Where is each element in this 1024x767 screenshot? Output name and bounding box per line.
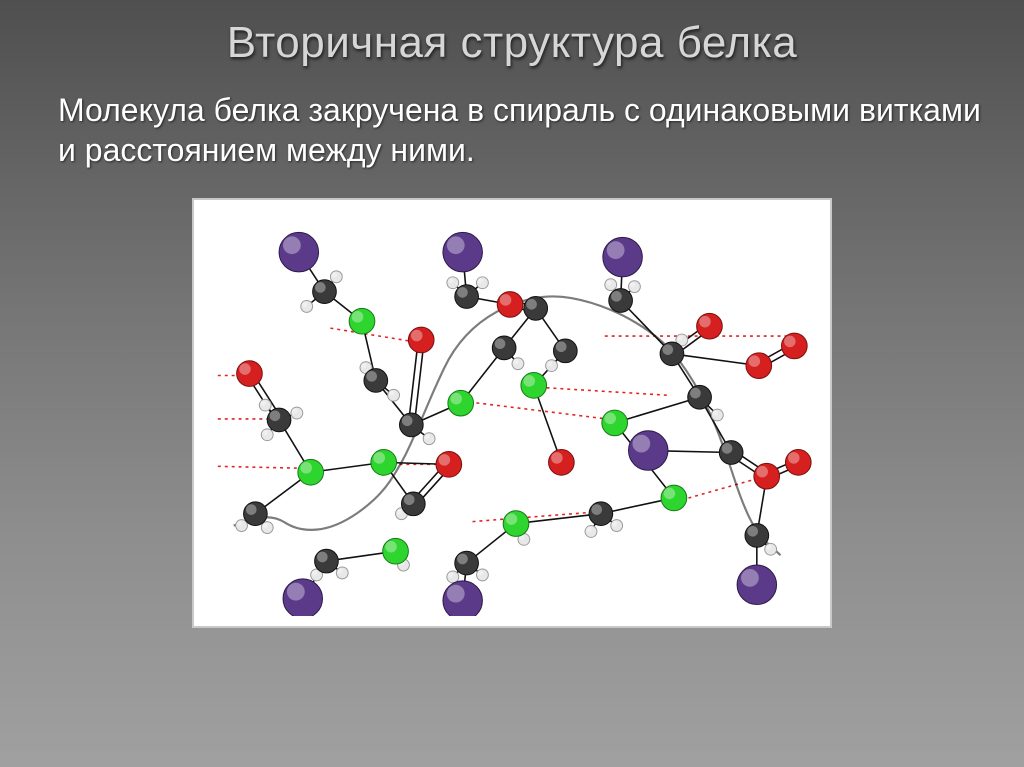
atom-red bbox=[746, 353, 772, 379]
atom-small bbox=[291, 407, 303, 419]
atom-purple bbox=[279, 232, 318, 271]
atom-green bbox=[298, 459, 324, 485]
atom-black bbox=[313, 280, 337, 304]
atom-purple bbox=[603, 237, 642, 276]
atom-small bbox=[711, 409, 723, 421]
atom-small bbox=[546, 360, 558, 372]
atom-black bbox=[315, 549, 339, 573]
atom-red bbox=[754, 463, 780, 489]
atom-small bbox=[301, 300, 313, 312]
atom-small bbox=[261, 429, 273, 441]
atom-green bbox=[349, 308, 375, 334]
atom-black bbox=[455, 285, 479, 309]
atom-small bbox=[585, 526, 597, 538]
atom-black bbox=[589, 502, 613, 526]
slide-title: Вторичная структура белка bbox=[34, 18, 990, 68]
atom-black bbox=[401, 492, 425, 516]
atom-black bbox=[244, 502, 268, 526]
atom-small bbox=[629, 281, 641, 293]
atom-small bbox=[447, 277, 459, 289]
atom-small bbox=[476, 569, 488, 581]
atom-black bbox=[719, 441, 743, 465]
atom-small bbox=[259, 399, 271, 411]
atom-black bbox=[524, 297, 548, 321]
atom-black bbox=[267, 408, 291, 432]
atom-red bbox=[549, 450, 575, 476]
atom-black bbox=[609, 289, 633, 313]
atom-green bbox=[521, 373, 547, 399]
atom-small bbox=[336, 567, 348, 579]
atom-small bbox=[605, 279, 617, 291]
atom-green bbox=[448, 390, 474, 416]
atom-small bbox=[388, 389, 400, 401]
molecule-svg bbox=[208, 214, 820, 616]
molecule-figure bbox=[192, 198, 832, 628]
atom-black bbox=[455, 551, 479, 575]
atom-small bbox=[611, 520, 623, 532]
atom-small bbox=[236, 520, 248, 532]
atom-green bbox=[383, 538, 409, 564]
atom-small bbox=[447, 571, 459, 583]
atom-purple bbox=[443, 232, 482, 271]
atom-green bbox=[602, 410, 628, 436]
atom-red bbox=[436, 452, 462, 478]
atom-small bbox=[476, 277, 488, 289]
atom-green bbox=[503, 511, 529, 537]
atom-black bbox=[364, 369, 388, 393]
atom-red bbox=[785, 450, 811, 476]
atom-black bbox=[660, 342, 684, 366]
atom-red bbox=[782, 333, 808, 359]
atom-black bbox=[399, 413, 423, 437]
atom-small bbox=[765, 543, 777, 555]
atom-purple bbox=[629, 431, 668, 470]
atom-red bbox=[237, 361, 263, 387]
slide-body: Молекула белка закручена в спираль с оди… bbox=[34, 90, 990, 170]
atom-small bbox=[330, 271, 342, 283]
atom-purple bbox=[737, 565, 776, 604]
atom-black bbox=[553, 339, 577, 363]
atom-small bbox=[423, 433, 435, 445]
figure-wrap bbox=[34, 198, 990, 767]
atom-small bbox=[261, 522, 273, 534]
atom-green bbox=[661, 485, 687, 511]
atom-red bbox=[497, 292, 523, 318]
atom-black bbox=[492, 336, 516, 360]
atom-purple bbox=[443, 581, 482, 616]
atom-black bbox=[688, 385, 712, 409]
atom-red bbox=[408, 327, 434, 353]
atom-small bbox=[512, 358, 524, 370]
atom-purple bbox=[283, 579, 322, 616]
slide: Вторичная структура белка Молекула белка… bbox=[0, 0, 1024, 767]
atom-green bbox=[371, 450, 397, 476]
atom-black bbox=[745, 524, 769, 548]
atom-red bbox=[697, 313, 723, 339]
